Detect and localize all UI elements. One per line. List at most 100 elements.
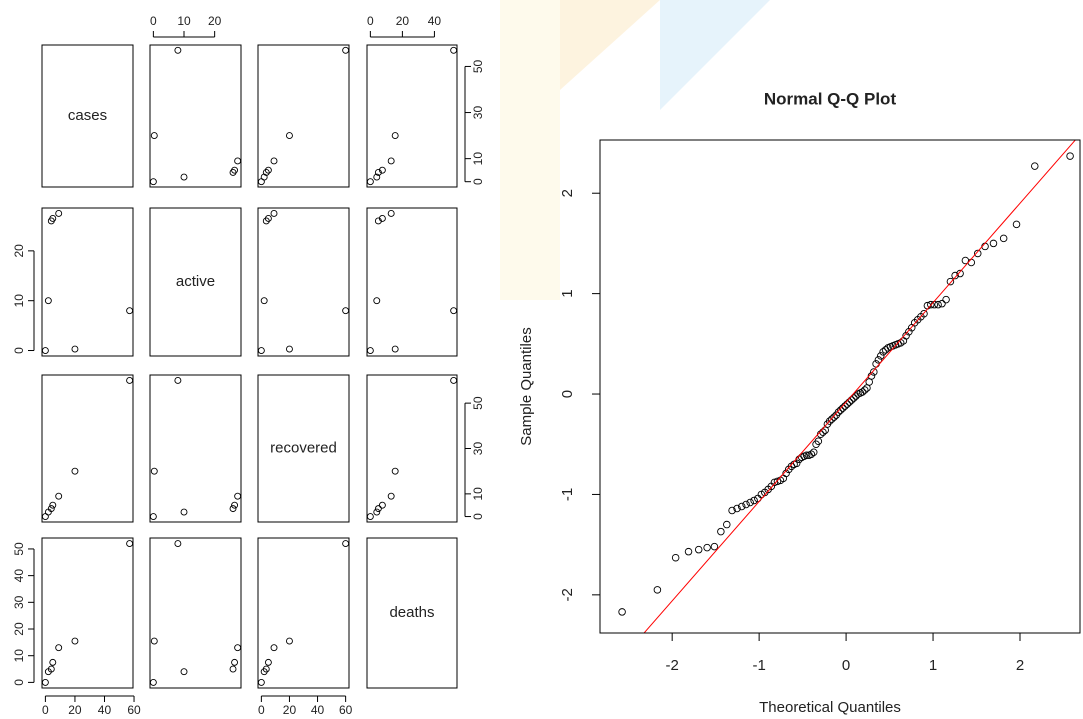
- point: [271, 158, 277, 164]
- panel-frame: [258, 208, 349, 356]
- x-tick-label: 0: [258, 703, 265, 717]
- y-tick-label: 10: [471, 487, 485, 501]
- x-tick-label: 20: [208, 14, 222, 28]
- x-tick-label: 40: [98, 703, 112, 717]
- point: [672, 554, 679, 561]
- x-tick-label: 20: [283, 703, 297, 717]
- y-tick-label: -2: [559, 588, 576, 601]
- panel-frame: [258, 45, 349, 187]
- point: [343, 308, 349, 314]
- panel-frame: [258, 538, 349, 688]
- point: [451, 47, 457, 53]
- point: [235, 493, 241, 499]
- point: [175, 541, 181, 547]
- point: [1067, 153, 1074, 160]
- x-tick-label: 0: [367, 14, 374, 28]
- panel-frame: [42, 208, 133, 356]
- x-tick-label: 60: [339, 703, 353, 717]
- x-tick-label: 60: [127, 703, 141, 717]
- point: [943, 296, 950, 303]
- point: [1000, 235, 1007, 242]
- y-tick-label: 10: [12, 649, 26, 663]
- y-tick-label: 2: [559, 189, 576, 197]
- x-axis-label: Theoretical Quantiles: [759, 699, 901, 716]
- x-tick-label: 1: [929, 657, 937, 674]
- x-tick-label: 20: [68, 703, 82, 717]
- x-tick-label: 0: [42, 703, 49, 717]
- y-tick-label: 30: [471, 106, 485, 120]
- point: [181, 509, 187, 515]
- point: [286, 133, 292, 139]
- point: [56, 210, 62, 216]
- y-tick-label: 30: [471, 442, 485, 456]
- chart-title: Normal Q-Q Plot: [764, 89, 897, 108]
- point: [151, 468, 157, 474]
- point: [261, 298, 267, 304]
- y-tick-label: 20: [12, 622, 26, 636]
- panel-frame: [42, 538, 133, 688]
- y-tick-label: 0: [471, 513, 485, 520]
- point: [388, 158, 394, 164]
- point: [367, 514, 373, 520]
- point: [654, 587, 661, 594]
- point: [175, 47, 181, 53]
- point: [286, 346, 292, 352]
- y-tick-label: -1: [559, 488, 576, 501]
- point: [181, 174, 187, 180]
- page: casesactiverecovereddeaths02040600102002…: [0, 0, 1083, 719]
- point: [968, 259, 975, 266]
- point: [392, 468, 398, 474]
- y-tick-label: 0: [471, 178, 485, 185]
- point: [1013, 221, 1020, 228]
- point: [150, 179, 156, 185]
- x-tick-label: 0: [842, 657, 850, 674]
- x-tick-label: 0: [150, 14, 157, 28]
- y-tick-label: 0: [559, 390, 576, 398]
- panel-frame: [150, 538, 241, 688]
- plot-area: [600, 135, 1080, 684]
- y-tick-label: 0: [12, 679, 26, 686]
- point: [367, 179, 373, 185]
- point: [286, 638, 292, 644]
- y-tick-label: 20: [12, 244, 26, 258]
- point: [343, 47, 349, 53]
- variable-name: deaths: [389, 604, 434, 621]
- variable-name: cases: [68, 107, 107, 124]
- point: [56, 493, 62, 499]
- point: [151, 638, 157, 644]
- point: [151, 133, 157, 139]
- y-tick-label: 40: [12, 569, 26, 583]
- point: [392, 346, 398, 352]
- point: [42, 348, 48, 354]
- point: [235, 645, 241, 651]
- point: [50, 659, 56, 665]
- point: [704, 544, 711, 551]
- point: [374, 298, 380, 304]
- panel-frame: [42, 375, 133, 522]
- point: [50, 502, 56, 508]
- point: [723, 521, 730, 528]
- point: [42, 514, 48, 520]
- point: [947, 278, 954, 285]
- point: [367, 348, 373, 354]
- y-tick-label: 50: [471, 396, 485, 410]
- panel-frame: [150, 45, 241, 187]
- y-tick-label: 0: [12, 347, 26, 354]
- point: [150, 679, 156, 685]
- point: [747, 499, 754, 506]
- point: [392, 133, 398, 139]
- point: [343, 541, 349, 547]
- point: [718, 528, 725, 535]
- y-tick-label: 10: [471, 152, 485, 166]
- x-tick-label: -1: [752, 657, 765, 674]
- point: [72, 468, 78, 474]
- point: [258, 179, 264, 185]
- point: [258, 679, 264, 685]
- point: [181, 669, 187, 675]
- y-tick-label: 50: [471, 59, 485, 73]
- point: [685, 548, 692, 555]
- point: [45, 298, 51, 304]
- point: [230, 666, 236, 672]
- point: [388, 210, 394, 216]
- point: [235, 158, 241, 164]
